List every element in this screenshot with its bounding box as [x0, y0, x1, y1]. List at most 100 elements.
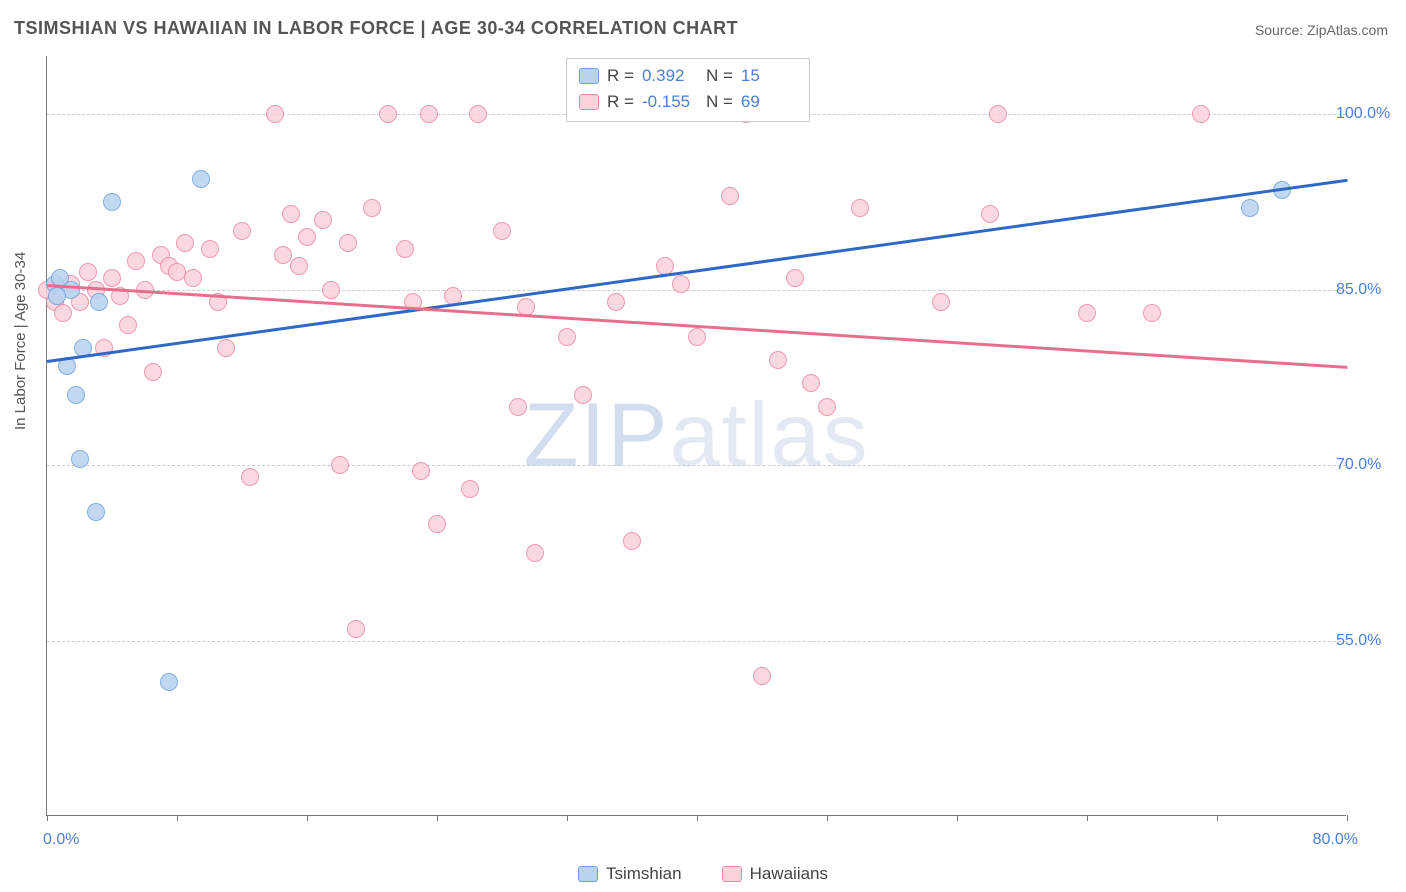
tsimshian-swatch-icon [578, 866, 598, 882]
hawaiians-point [266, 105, 284, 123]
hawaiians-point [314, 211, 332, 229]
hawaiians-point [469, 105, 487, 123]
gridline [47, 641, 1346, 642]
hawaiians-point [932, 293, 950, 311]
x-tick [957, 815, 958, 821]
legend-row-tsimshian: R = 0.392 N = 15 [579, 63, 797, 89]
hawaiians-point [989, 105, 1007, 123]
hawaiians-point [607, 293, 625, 311]
hawaiians-point [981, 205, 999, 223]
hawaiians-point [786, 269, 804, 287]
hawaiians-point [526, 544, 544, 562]
hawaiians-point [802, 374, 820, 392]
hawaiians-point [274, 246, 292, 264]
watermark-atlas: atlas [669, 385, 869, 485]
hawaiians-point [420, 105, 438, 123]
hawaiians-point [753, 667, 771, 685]
hawaiians-point [1078, 304, 1096, 322]
legend-row-hawaiians: R = -0.155 N = 69 [579, 89, 797, 115]
hawaiians-point [298, 228, 316, 246]
hawaiians-point [201, 240, 219, 258]
legend-item-hawaiians: Hawaiians [722, 864, 828, 884]
x-tick [437, 815, 438, 821]
hawaiians-point [233, 222, 251, 240]
hawaiians-trendline [47, 284, 1347, 368]
legend-item-tsimshian: Tsimshian [578, 864, 682, 884]
x-tick [1217, 815, 1218, 821]
x-axis-max-label: 80.0% [1313, 831, 1358, 849]
tsimshian-point [192, 170, 210, 188]
tsimshian-r-value: 0.392 [642, 63, 698, 89]
hawaiians-point [428, 515, 446, 533]
hawaiians-point [721, 187, 739, 205]
gridline [47, 290, 1346, 291]
hawaiians-point [461, 480, 479, 498]
x-tick [307, 815, 308, 821]
gridline [47, 465, 1346, 466]
x-tick [177, 815, 178, 821]
tsimshian-point [87, 503, 105, 521]
hawaiians-r-value: -0.155 [642, 89, 698, 115]
tsimshian-point [103, 193, 121, 211]
hawaiians-point [339, 234, 357, 252]
tsimshian-point [48, 287, 66, 305]
hawaiians-point [347, 620, 365, 638]
hawaiians-point [769, 351, 787, 369]
y-tick-label: 100.0% [1336, 105, 1396, 123]
hawaiians-swatch-icon [579, 94, 599, 110]
hawaiians-point [493, 222, 511, 240]
x-tick [827, 815, 828, 821]
hawaiians-point [176, 234, 194, 252]
n-label: N = [706, 63, 733, 89]
r-label: R = [607, 63, 634, 89]
hawaiians-point [103, 269, 121, 287]
hawaiians-point [144, 363, 162, 381]
hawaiians-point [623, 532, 641, 550]
hawaiians-point [574, 386, 592, 404]
hawaiians-swatch-icon [722, 866, 742, 882]
correlation-legend: R = 0.392 N = 15 R = -0.155 N = 69 [566, 58, 810, 122]
hawaiians-point [1192, 105, 1210, 123]
legend-label-tsimshian: Tsimshian [606, 864, 682, 884]
hawaiians-point [290, 257, 308, 275]
tsimshian-n-value: 15 [741, 63, 797, 89]
y-axis-label: In Labor Force | Age 30-34 [12, 252, 29, 430]
y-tick-label: 55.0% [1336, 632, 1396, 650]
x-tick [697, 815, 698, 821]
x-tick [567, 815, 568, 821]
tsimshian-point [71, 450, 89, 468]
hawaiians-point [396, 240, 414, 258]
r-label: R = [607, 89, 634, 115]
hawaiians-point [412, 462, 430, 480]
hawaiians-point [851, 199, 869, 217]
hawaiians-point [379, 105, 397, 123]
tsimshian-point [160, 673, 178, 691]
x-axis-min-label: 0.0% [43, 831, 79, 849]
y-tick-label: 85.0% [1336, 281, 1396, 299]
tsimshian-point [90, 293, 108, 311]
source-label: Source: ZipAtlas.com [1255, 22, 1388, 38]
x-tick [47, 815, 48, 821]
y-tick-label: 70.0% [1336, 456, 1396, 474]
hawaiians-point [241, 468, 259, 486]
tsimshian-point [67, 386, 85, 404]
n-label: N = [706, 89, 733, 115]
hawaiians-point [331, 456, 349, 474]
hawaiians-point [688, 328, 706, 346]
hawaiians-point [184, 269, 202, 287]
hawaiians-point [322, 281, 340, 299]
watermark-zip: ZIP [523, 385, 669, 485]
hawaiians-n-value: 69 [741, 89, 797, 115]
hawaiians-point [672, 275, 690, 293]
hawaiians-point [282, 205, 300, 223]
hawaiians-point [1143, 304, 1161, 322]
hawaiians-point [217, 339, 235, 357]
hawaiians-point [509, 398, 527, 416]
x-tick [1347, 815, 1348, 821]
hawaiians-point [79, 263, 97, 281]
hawaiians-point [363, 199, 381, 217]
hawaiians-point [818, 398, 836, 416]
hawaiians-point [558, 328, 576, 346]
chart-container: TSIMSHIAN VS HAWAIIAN IN LABOR FORCE | A… [0, 0, 1406, 892]
x-tick [1087, 815, 1088, 821]
